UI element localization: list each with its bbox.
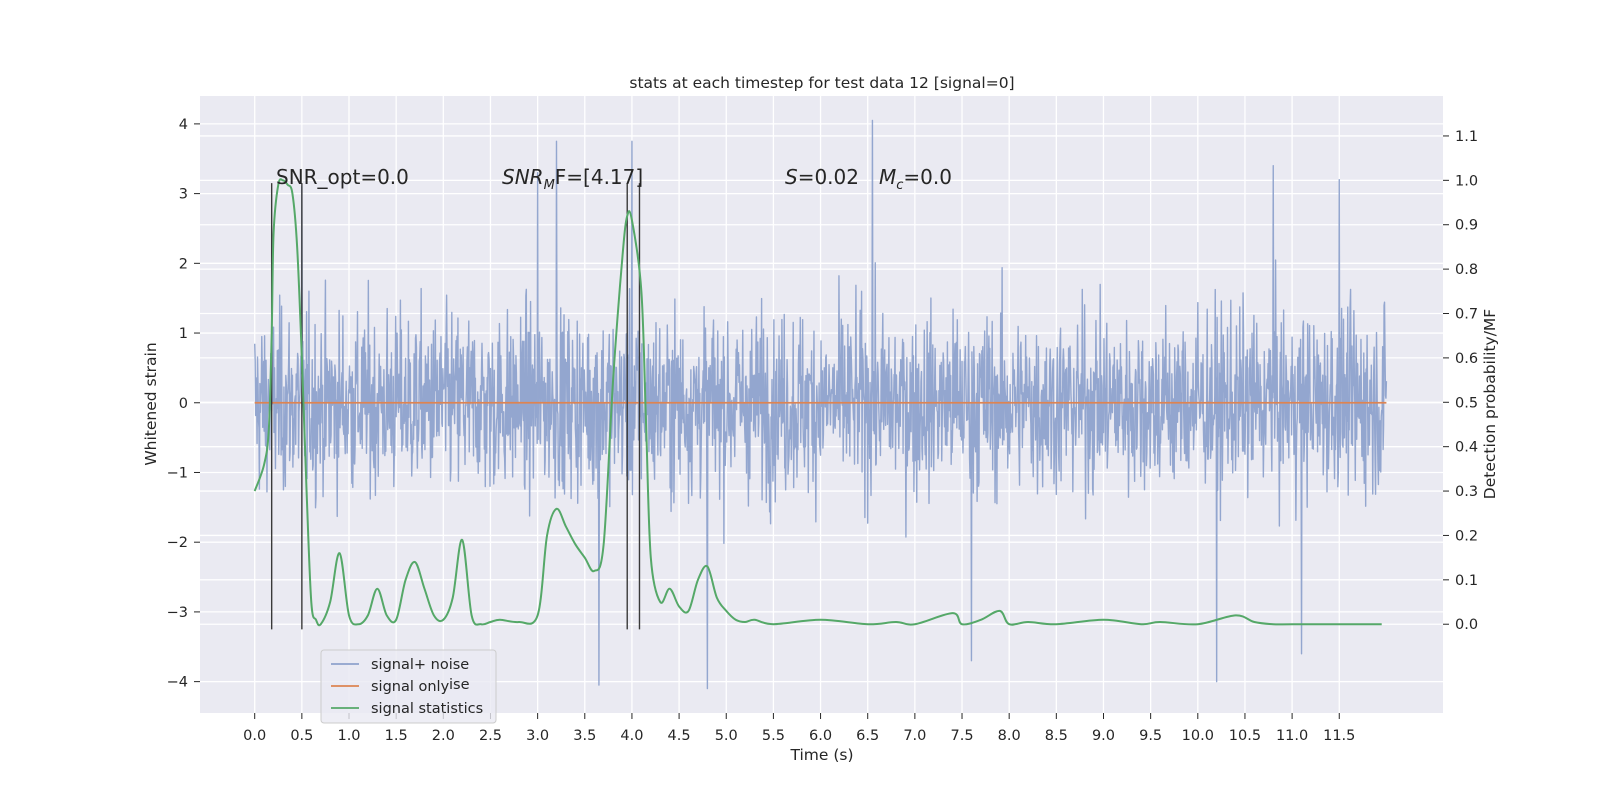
annotation-snr-mf-rest: F=[4.17] xyxy=(555,165,643,189)
legend-label-signal-noise: signal+ noise xyxy=(371,657,469,673)
x-tick-label-22: 11.0 xyxy=(1276,728,1308,744)
x-tick-label-7: 3.5 xyxy=(573,728,596,744)
annotation-mc: Mc=0.0 xyxy=(879,165,952,193)
x-tick-label-14: 7.0 xyxy=(903,728,926,744)
annotation-mc-main: M xyxy=(879,165,896,189)
chart-title: stats at each timestep for test data 12 … xyxy=(629,74,1014,92)
y2-tick-label-4: 0.7 xyxy=(1455,307,1478,323)
x-tick-label-10: 5.0 xyxy=(715,728,738,744)
series-signal-noise xyxy=(254,119,1388,690)
annotation-mc-sub: c xyxy=(896,178,903,193)
y-axis-ticks: 4 3 2 1 0 −1 −2 −3 −4 xyxy=(167,117,200,691)
legend: ise signal+ noise signal only signal sta… xyxy=(320,649,497,724)
y2-tick-label-9: 0.2 xyxy=(1455,528,1478,544)
y2-tick-label-6: 0.5 xyxy=(1455,395,1478,411)
annotation-s-rest: =0.02 xyxy=(798,165,859,189)
legend-ghost-text: ise xyxy=(449,677,470,693)
x-tick-label-5: 2.5 xyxy=(479,728,502,744)
x-tick-label-2: 1.0 xyxy=(337,728,360,744)
y2-axis-ticks: 1.1 1.0 0.9 0.8 0.7 0.6 0.5 0.4 0.3 0.2 0.1 0.0 xyxy=(1443,129,1478,633)
x-tick-label-15: 7.5 xyxy=(950,728,973,744)
x-tick-label-9: 4.5 xyxy=(668,728,691,744)
annotation-snr-mf-main: SNR xyxy=(502,165,544,189)
y2-tick-label-10: 0.1 xyxy=(1455,573,1478,589)
x-tick-label-6: 3.0 xyxy=(526,728,549,744)
series-signal-statistics xyxy=(253,178,1382,627)
y2-axis-label: Detection probability/MF xyxy=(1481,309,1499,500)
x-tick-label-3: 1.5 xyxy=(385,728,408,744)
y-tick-label-3: 1 xyxy=(179,326,188,342)
x-axis-label: Time (s) xyxy=(789,746,853,764)
y-axis-label: Whitened strain xyxy=(142,342,160,465)
y-tick-label-7: −3 xyxy=(167,605,188,621)
y2-tick-label-3: 0.8 xyxy=(1455,262,1478,278)
x-tick-label-13: 6.5 xyxy=(856,728,879,744)
x-tick-label-12: 6.0 xyxy=(809,728,832,744)
x-tick-label-4: 2.0 xyxy=(432,728,455,744)
y-tick-label-6: −2 xyxy=(167,535,188,551)
x-tick-label-1: 0.5 xyxy=(290,728,313,744)
legend-box xyxy=(320,649,497,724)
y2-tick-label-5: 0.6 xyxy=(1455,351,1478,367)
vertical-markers xyxy=(270,183,641,630)
y-tick-label-5: −1 xyxy=(167,465,188,481)
x-tick-label-0: 0.0 xyxy=(243,728,266,744)
annotation-mc-rest: =0.0 xyxy=(903,165,952,189)
y2-tick-label-7: 0.4 xyxy=(1455,440,1478,456)
signal-statistics-line xyxy=(253,178,1382,627)
x-tick-label-18: 9.0 xyxy=(1092,728,1115,744)
y-tick-label-2: 2 xyxy=(179,256,188,272)
x-tick-label-19: 9.5 xyxy=(1139,728,1162,744)
x-tick-label-21: 10.5 xyxy=(1229,728,1261,744)
x-axis-ticks: 0.0 0.5 1.0 1.5 2.0 2.5 3.0 3.5 4.0 4.5 5.0 5.5 6.0 6… xyxy=(243,713,1355,744)
annotation-s-main: S xyxy=(785,165,798,189)
x-tick-label-16: 8.0 xyxy=(998,728,1021,744)
y2-tick-label-11: 0.0 xyxy=(1455,617,1478,633)
x-tick-label-11: 5.5 xyxy=(762,728,785,744)
y-tick-label-1: 3 xyxy=(179,187,188,203)
y-tick-label-0: 4 xyxy=(179,117,188,133)
annotation-snr-mf-sub: M xyxy=(544,178,555,193)
annotation-s-stat: S=0.02 xyxy=(785,165,859,189)
annotation-snr-mf: SNRMF=[4.17] xyxy=(502,165,643,193)
y-tick-label-4: 0 xyxy=(179,396,188,412)
annotation-snr-opt: SNR_opt=0.0 xyxy=(276,165,409,189)
legend-label-signal-only: signal only xyxy=(371,679,450,695)
x-tick-label-20: 10.0 xyxy=(1182,728,1214,744)
x-tick-label-17: 8.5 xyxy=(1045,728,1068,744)
x-tick-label-8: 4.0 xyxy=(620,728,643,744)
legend-label-signal-statistics: signal statistics xyxy=(371,701,483,717)
y-tick-label-8: −4 xyxy=(167,675,188,691)
y2-tick-label-1: 1.0 xyxy=(1455,173,1478,189)
x-tick-label-23: 11.5 xyxy=(1323,728,1355,744)
signal-noise-line xyxy=(254,119,1388,690)
y2-tick-label-0: 1.1 xyxy=(1455,129,1478,145)
y2-tick-label-8: 0.3 xyxy=(1455,484,1478,500)
y2-tick-label-2: 0.9 xyxy=(1455,218,1478,234)
